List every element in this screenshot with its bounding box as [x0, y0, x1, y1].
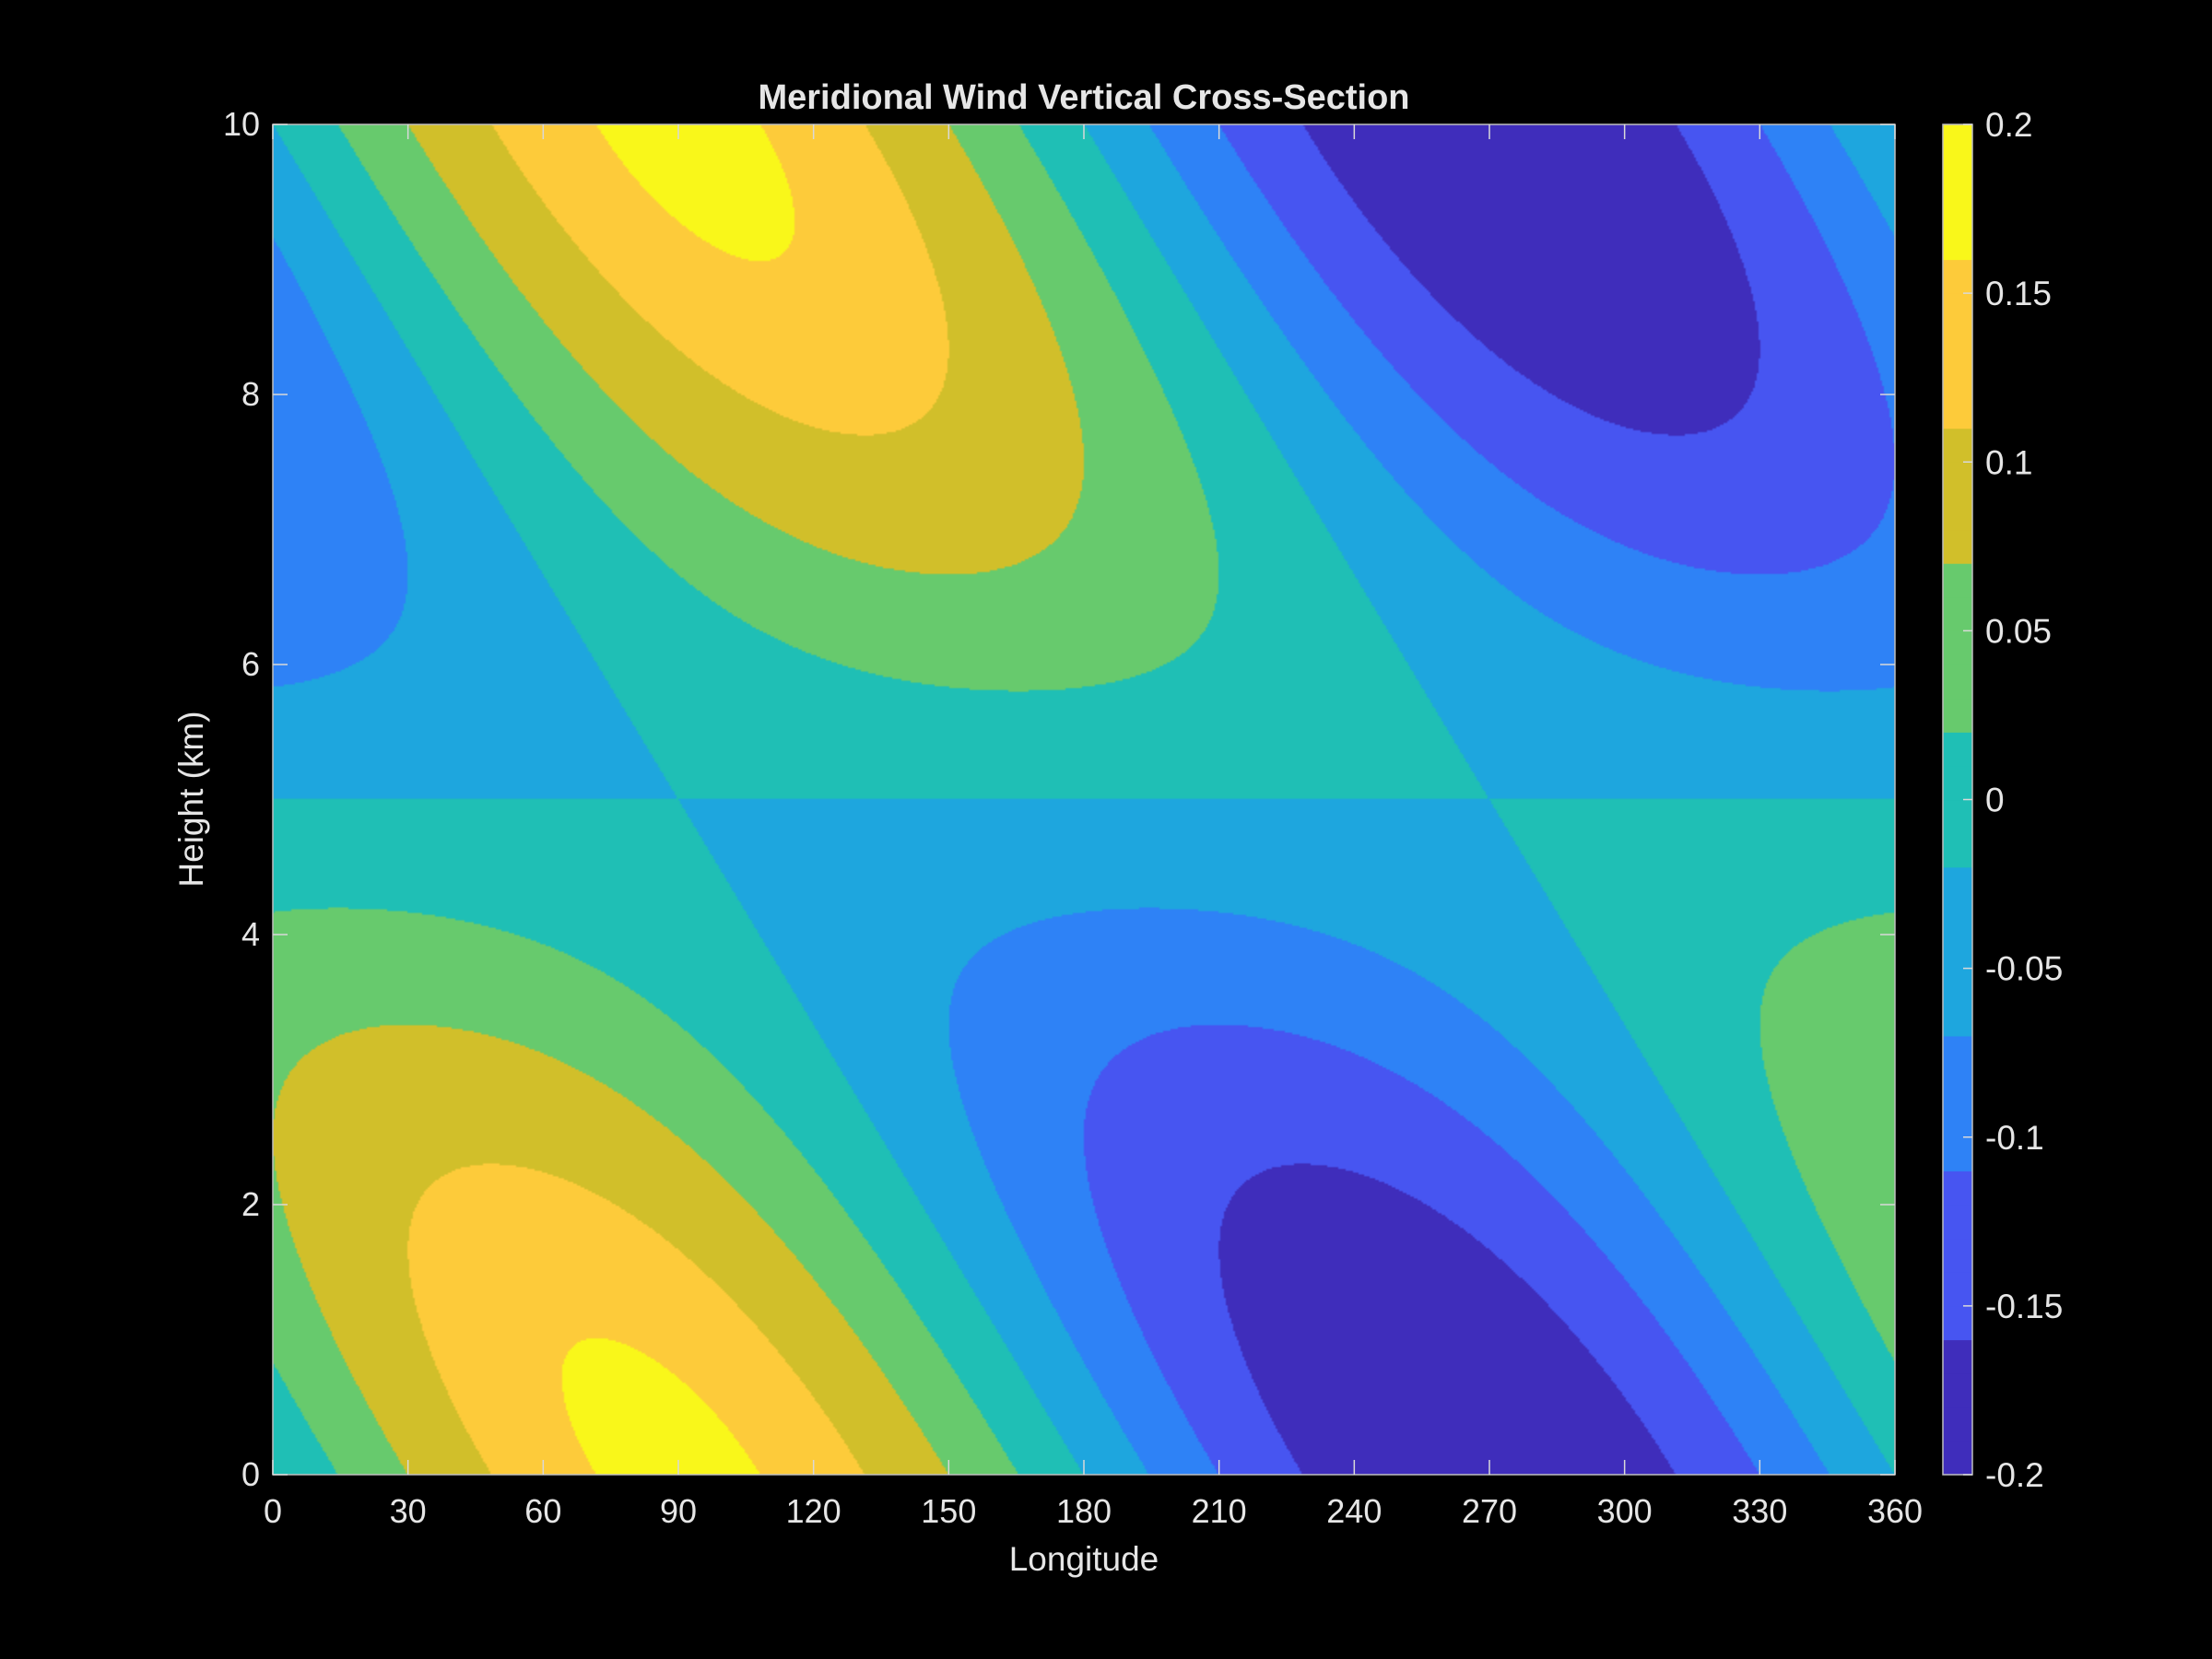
contour-field	[273, 124, 1895, 1475]
x-tick-label: 30	[390, 1492, 427, 1530]
y-tick-label: 4	[241, 915, 260, 953]
colorbar-tick-label: 0	[1985, 782, 2005, 819]
colorbar-band	[1943, 596, 1972, 631]
colorbar-band	[1943, 360, 1972, 395]
x-tick-label: 60	[524, 1492, 561, 1530]
x-tick-label: 210	[1192, 1492, 1247, 1530]
colorbar-band	[1943, 1339, 1972, 1374]
colorbar-band	[1943, 1373, 1972, 1408]
colorbar-band	[1943, 563, 1972, 598]
colorbar-ticks: -0.2 -0.15 -0.1 -0.05 0 0.05 0.1 0.15 0.2	[1963, 106, 2063, 1494]
colorbar-band	[1943, 1272, 1972, 1307]
x-tick-label: 300	[1597, 1492, 1653, 1530]
colorbar-band	[1943, 968, 1972, 1003]
colorbar-band	[1943, 799, 1972, 834]
x-tick-label: 150	[921, 1492, 976, 1530]
colorbar-band	[1943, 462, 1972, 497]
x-tick-label: 270	[1462, 1492, 1517, 1530]
colorbar-band	[1943, 1238, 1972, 1273]
colorbar-tick-label: 0.05	[1985, 612, 2052, 650]
chart-title: Meridional Wind Vertical Cross-Section	[758, 78, 1409, 117]
colorbar-band	[1943, 326, 1972, 361]
colorbar-tick-label: 0.1	[1985, 443, 2032, 481]
y-tick-label: 10	[223, 105, 260, 143]
x-tick-label: 240	[1326, 1492, 1382, 1530]
colorbar-band	[1943, 1035, 1972, 1071]
colorbar-band	[1943, 293, 1972, 328]
x-tick-label: 0	[264, 1492, 282, 1530]
x-axis: 0 30 60 90 120 150 180 210 240 270 300 330 360	[264, 124, 1923, 1530]
colorbar-band	[1943, 428, 1972, 463]
colorbar-band	[1943, 495, 1972, 531]
colorbar-band	[1943, 765, 1972, 801]
colorbar-tick-label: -0.15	[1985, 1288, 2063, 1325]
colorbar-band	[1943, 866, 1972, 901]
colorbar-band	[1943, 698, 1972, 733]
colorbar-band	[1943, 394, 1972, 429]
colorbar-band	[1943, 935, 1972, 970]
colorbar-band	[1943, 529, 1972, 564]
colorbar-tick-label: 0.15	[1985, 275, 2052, 312]
colorbar-band	[1943, 1406, 1972, 1441]
colorbar-band	[1943, 1103, 1972, 1138]
y-tick-label: 8	[241, 375, 260, 413]
colorbar-band	[1943, 833, 1972, 868]
colorbar-tick-label: 0.2	[1985, 106, 2032, 144]
colorbar-band	[1943, 192, 1972, 227]
colorbar-tick-label: -0.05	[1985, 950, 2063, 988]
x-tick-label: 330	[1732, 1492, 1787, 1530]
x-tick-label: 360	[1867, 1492, 1923, 1530]
x-tick-label: 180	[1056, 1492, 1112, 1530]
colorbar-band	[1943, 259, 1972, 294]
colorbar-band	[1943, 124, 1972, 159]
colorbar-band	[1943, 1069, 1972, 1104]
colorbar-band	[1943, 732, 1972, 767]
colorbar: -0.2 -0.15 -0.1 -0.05 0 0.05 0.1 0.15 0.2	[1942, 106, 2063, 1494]
colorbar-band	[1943, 1002, 1972, 1037]
colorbar-band	[1943, 1205, 1972, 1240]
x-axis-label: Longitude	[1009, 1540, 1159, 1578]
colorbar-band	[1943, 900, 1972, 935]
colorbar-band	[1943, 665, 1972, 700]
colorbar-band	[1943, 1305, 1972, 1341]
colorbar-band	[1943, 158, 1972, 193]
colorbar-tick-label: -0.2	[1985, 1456, 2044, 1494]
y-tick-label: 0	[241, 1455, 260, 1493]
y-axis: 0 2 4 6 8 10	[223, 105, 1895, 1493]
contour-plot-area	[272, 124, 1896, 1476]
colorbar-band	[1943, 1136, 1972, 1171]
colorbar-bands	[1943, 124, 1972, 1476]
y-axis-label: Height (km)	[172, 711, 210, 887]
x-tick-label: 90	[660, 1492, 697, 1530]
colorbar-band	[1943, 630, 1972, 665]
colorbar-band	[1943, 1171, 1972, 1206]
x-tick-label: 120	[786, 1492, 841, 1530]
y-tick-label: 6	[241, 645, 260, 683]
colorbar-band	[1943, 1441, 1972, 1476]
colorbar-tick-label: -0.1	[1985, 1119, 2044, 1157]
y-tick-label: 2	[241, 1185, 260, 1223]
colorbar-band	[1943, 225, 1972, 261]
